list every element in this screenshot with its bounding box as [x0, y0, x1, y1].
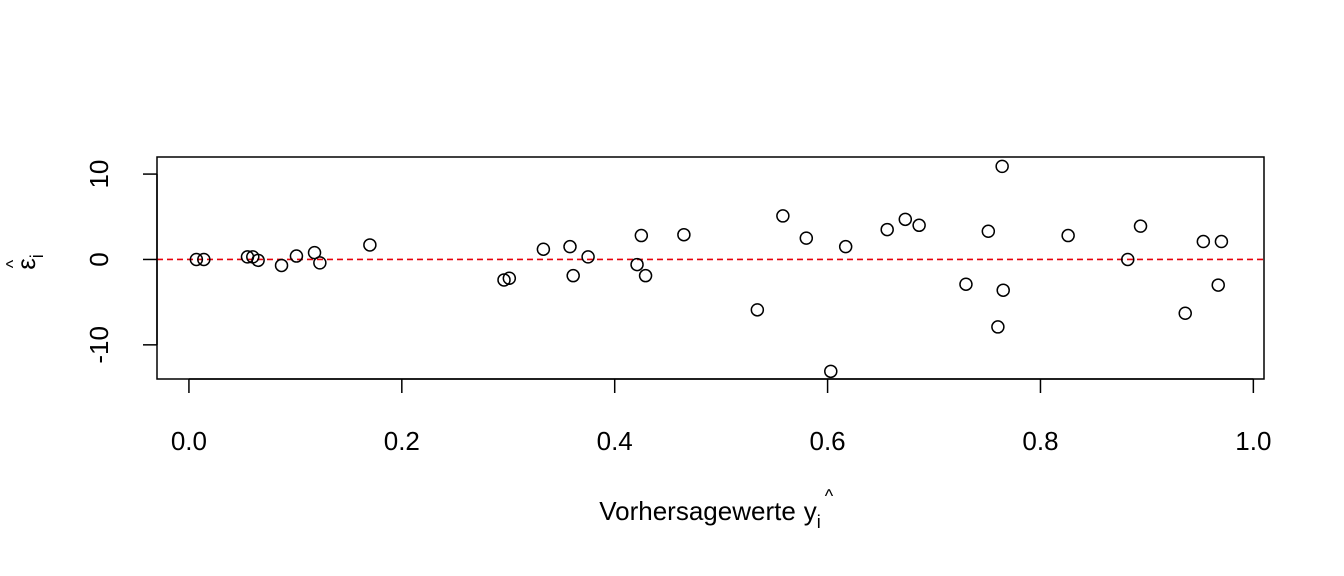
data-point: [959, 277, 973, 291]
x-axis-title-hat: ^: [825, 486, 834, 506]
y-tick-label: 0: [84, 252, 114, 266]
data-point: [581, 250, 595, 264]
data-point: [677, 227, 691, 242]
data-point: [1211, 278, 1225, 292]
data-point: [307, 245, 322, 260]
x-axis-title-text: Vorhersagewerte: [599, 496, 796, 526]
data-point: [289, 249, 304, 263]
x-tick-label: 0.8: [1022, 426, 1058, 456]
y-tick-label-group: 0: [84, 252, 114, 266]
data-point: [995, 159, 1009, 174]
x-tick-label: 0.4: [597, 426, 633, 456]
data-point: [563, 239, 577, 254]
data-point: [838, 239, 853, 254]
data-point: [981, 224, 996, 239]
data-point: [251, 253, 265, 268]
x-tick-label: 0.0: [171, 426, 207, 456]
data-point: [1214, 234, 1229, 249]
data-point: [313, 256, 327, 270]
y-axis-title-subscript: i: [27, 254, 47, 258]
data-point: [1133, 219, 1148, 233]
data-point: [566, 268, 580, 283]
x-axis: 0.0 0.2 0.4 0.6 0.8 1.0: [171, 378, 1271, 456]
data-point: [898, 212, 913, 227]
data-point: [1121, 252, 1135, 267]
data-point: [750, 303, 765, 317]
data-point: [634, 228, 649, 243]
x-axis-title-symbol: y: [804, 496, 817, 526]
data-points-layer: [189, 159, 1229, 379]
x-tick-label: 0.2: [384, 426, 420, 456]
data-point: [880, 222, 894, 237]
svg-text:εi: εi: [11, 254, 47, 270]
data-point: [991, 320, 1005, 334]
data-point: [189, 252, 204, 267]
y-axis-title-hat: ^: [3, 259, 23, 268]
data-point: [912, 218, 926, 233]
y-tick-label-group: 10: [84, 160, 114, 189]
data-point: [1061, 228, 1075, 243]
y-tick-label: 10: [84, 160, 114, 189]
x-tick-label: 1.0: [1235, 426, 1271, 456]
data-point: [363, 238, 377, 252]
data-point: [799, 231, 814, 245]
data-point: [274, 258, 289, 273]
data-point: [776, 209, 790, 223]
data-point: [1196, 234, 1211, 249]
data-point: [996, 283, 1010, 297]
x-axis-title-subscript: i: [817, 512, 821, 532]
data-point: [638, 268, 653, 283]
y-tick-label-group: -10: [84, 326, 114, 364]
x-tick-label: 0.6: [810, 426, 846, 456]
y-axis-title: εi ^: [3, 254, 47, 270]
x-axis-title: Vorhersagewerte yi: [599, 496, 821, 532]
data-point: [824, 364, 838, 379]
data-point: [502, 271, 517, 285]
y-tick-label: -10: [84, 326, 114, 364]
data-point: [197, 252, 211, 267]
data-point: [497, 273, 511, 287]
y-axis-title-symbol: ε: [11, 258, 41, 270]
data-point: [630, 257, 644, 272]
data-point: [536, 242, 551, 256]
y-axis: -10 0 10: [84, 160, 158, 364]
data-point: [1178, 306, 1192, 321]
